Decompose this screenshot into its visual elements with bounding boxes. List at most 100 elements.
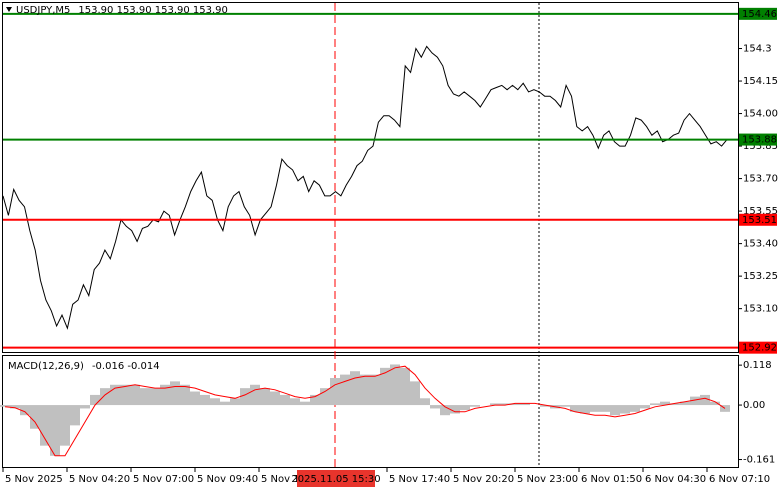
macd-bar	[0, 405, 10, 407]
x-tick-label: 5 Nov 23:00	[517, 474, 578, 485]
macd-bar	[50, 405, 60, 456]
macd-bar	[230, 398, 240, 406]
macd-bar	[690, 396, 700, 406]
macd-bar	[90, 394, 100, 406]
macd-bar	[700, 394, 710, 406]
macd-panel-frame	[2, 355, 739, 468]
level-label-box	[739, 133, 777, 146]
y-tick-label: 0.00	[743, 400, 765, 411]
macd-bar	[120, 384, 130, 406]
signal-line	[4, 365, 726, 457]
macd-bar	[130, 384, 140, 406]
macd-bar	[670, 403, 680, 406]
y-tick-label: 153.25	[743, 271, 778, 282]
macd-bar	[390, 364, 400, 406]
cursor-label: 2025.11.05 15:30	[291, 474, 380, 485]
macd-bar	[520, 403, 530, 406]
x-tick-label: 6 Nov 07:10	[709, 474, 770, 485]
macd-bar	[540, 405, 550, 407]
macd-bar	[280, 394, 290, 406]
x-tick-label: 5 Nov 20:20	[453, 474, 514, 485]
macd-bar	[160, 384, 170, 406]
x-tick-label: 6 Nov 04:30	[645, 474, 706, 485]
x-tick-label: 6 Nov 01:50	[581, 474, 642, 485]
macd-bar	[660, 401, 670, 406]
level-label-box	[739, 341, 777, 354]
macd-bar	[220, 401, 230, 406]
x-tick-label: 5 Nov 09:40	[197, 474, 258, 485]
macd-bar	[410, 381, 420, 406]
level-label: 153.51	[742, 215, 777, 226]
panel-title: USDJPY,M5	[16, 5, 70, 16]
macd-bar	[340, 374, 350, 406]
macd-bar	[100, 388, 110, 406]
cursor-label-box	[297, 470, 375, 487]
macd-bar	[310, 394, 320, 406]
y-tick-label: 153.55	[743, 206, 778, 217]
level-label: 152.92	[742, 343, 777, 354]
macd-bar	[290, 398, 300, 406]
macd-bar	[620, 405, 630, 414]
y-tick-label: 153.40	[743, 239, 778, 250]
y-tick-label: 154.3	[743, 44, 772, 55]
y-tick-label: -0.161	[743, 455, 775, 466]
macd-bar	[200, 394, 210, 406]
macd-bar	[600, 405, 610, 412]
macd-bar	[610, 405, 620, 416]
macd-bar	[440, 405, 450, 416]
macd-bar	[560, 405, 570, 407]
level-label-box	[739, 7, 777, 20]
macd-bar	[300, 401, 310, 406]
macd-bar	[420, 398, 430, 406]
x-tick-label: 5 Nov 2025	[5, 474, 63, 485]
macd-bar	[360, 374, 370, 406]
macd-bar	[330, 377, 340, 406]
macd-bar	[260, 388, 270, 406]
macd-bar	[250, 384, 260, 406]
macd-bar	[500, 403, 510, 406]
macd-bar	[40, 405, 50, 446]
macd-bar	[60, 405, 70, 446]
macd-bar	[190, 391, 200, 406]
macd-bar	[460, 405, 470, 411]
y-tick-label: 0.118	[743, 360, 772, 371]
macd-bar	[450, 405, 460, 414]
macd-bar	[590, 405, 600, 412]
macd-bar	[370, 374, 380, 406]
macd-bar	[70, 405, 80, 426]
y-tick-label: 154.00	[743, 109, 778, 120]
x-tick-label: 5 Nov 04:20	[69, 474, 130, 485]
macd-bar	[210, 398, 220, 406]
macd-bar	[470, 405, 480, 407]
x-tick-label: 5 Nov 17:40	[389, 474, 450, 485]
x-tick-label: 5 Nov 12:20	[261, 474, 322, 485]
y-tick-label: 153.70	[743, 174, 778, 185]
panel-title: MACD(12,26,9)	[8, 361, 84, 372]
macd-bar	[10, 405, 20, 409]
macd-bar	[580, 405, 590, 414]
macd-bar	[140, 388, 150, 406]
y-tick-label: 153.10	[743, 304, 778, 315]
symbol-marker	[6, 7, 12, 12]
macd-bar	[680, 401, 690, 406]
macd-bar	[320, 388, 330, 406]
macd-bar	[570, 405, 580, 412]
macd-bar	[490, 403, 500, 406]
macd-bar	[400, 367, 410, 406]
level-label: 154.46	[742, 9, 777, 20]
y-tick-label: 153.85	[743, 141, 778, 152]
macd-bar	[650, 403, 660, 406]
macd-bar	[270, 391, 280, 406]
y-tick-label: 154.15	[743, 76, 778, 87]
macd-bar	[240, 388, 250, 406]
macd-bar	[630, 405, 640, 412]
macd-bar	[20, 405, 30, 416]
panel-values: -0.016 -0.014	[92, 361, 160, 372]
macd-bar	[710, 401, 720, 406]
macd-bar	[180, 384, 190, 406]
macd-bar	[510, 403, 520, 406]
x-tick-label: 5 Nov 07:00	[133, 474, 194, 485]
macd-bar	[720, 405, 730, 412]
